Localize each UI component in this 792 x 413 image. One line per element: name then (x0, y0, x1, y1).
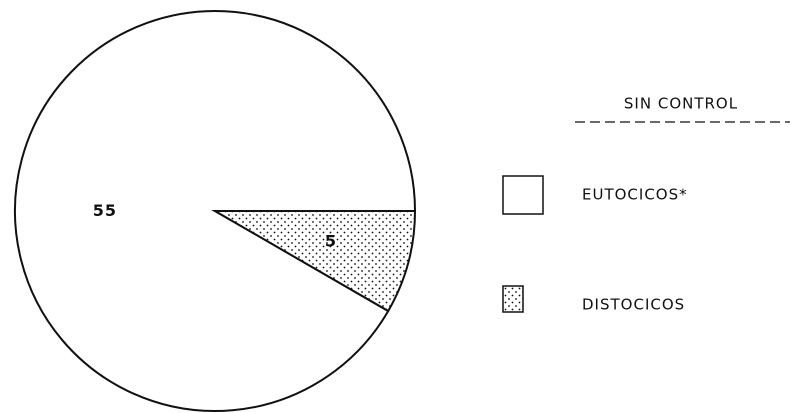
pie-slice (211, 210, 417, 313)
legend-label: DISTOCICOS (582, 296, 685, 314)
data-label: 5 (325, 232, 337, 251)
legend-title: SIN CONTROL (624, 95, 738, 113)
legend-swatch (502, 285, 524, 313)
legend-swatch (502, 175, 544, 215)
pie-slice (14, 10, 417, 412)
legend-label: EUTOCICOS* (582, 186, 688, 204)
data-label: 55 (93, 201, 117, 220)
